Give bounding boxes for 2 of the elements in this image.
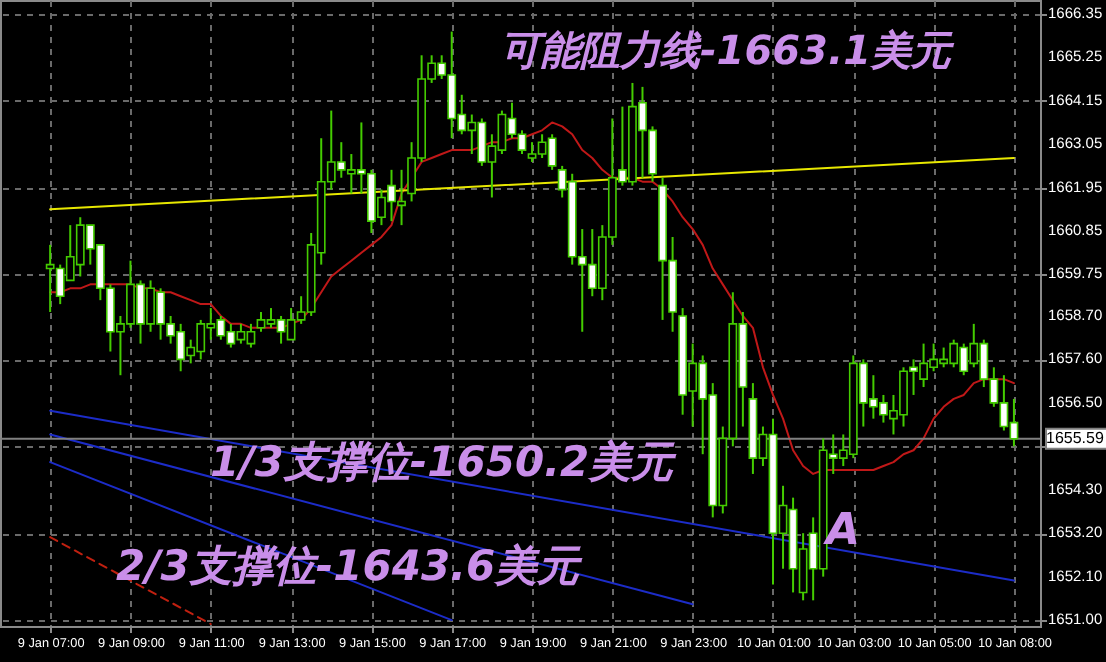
ref-line-label: 1655.59 [1046, 428, 1105, 447]
annotation: 可能阻力线-1663.1美元 [500, 26, 955, 74]
